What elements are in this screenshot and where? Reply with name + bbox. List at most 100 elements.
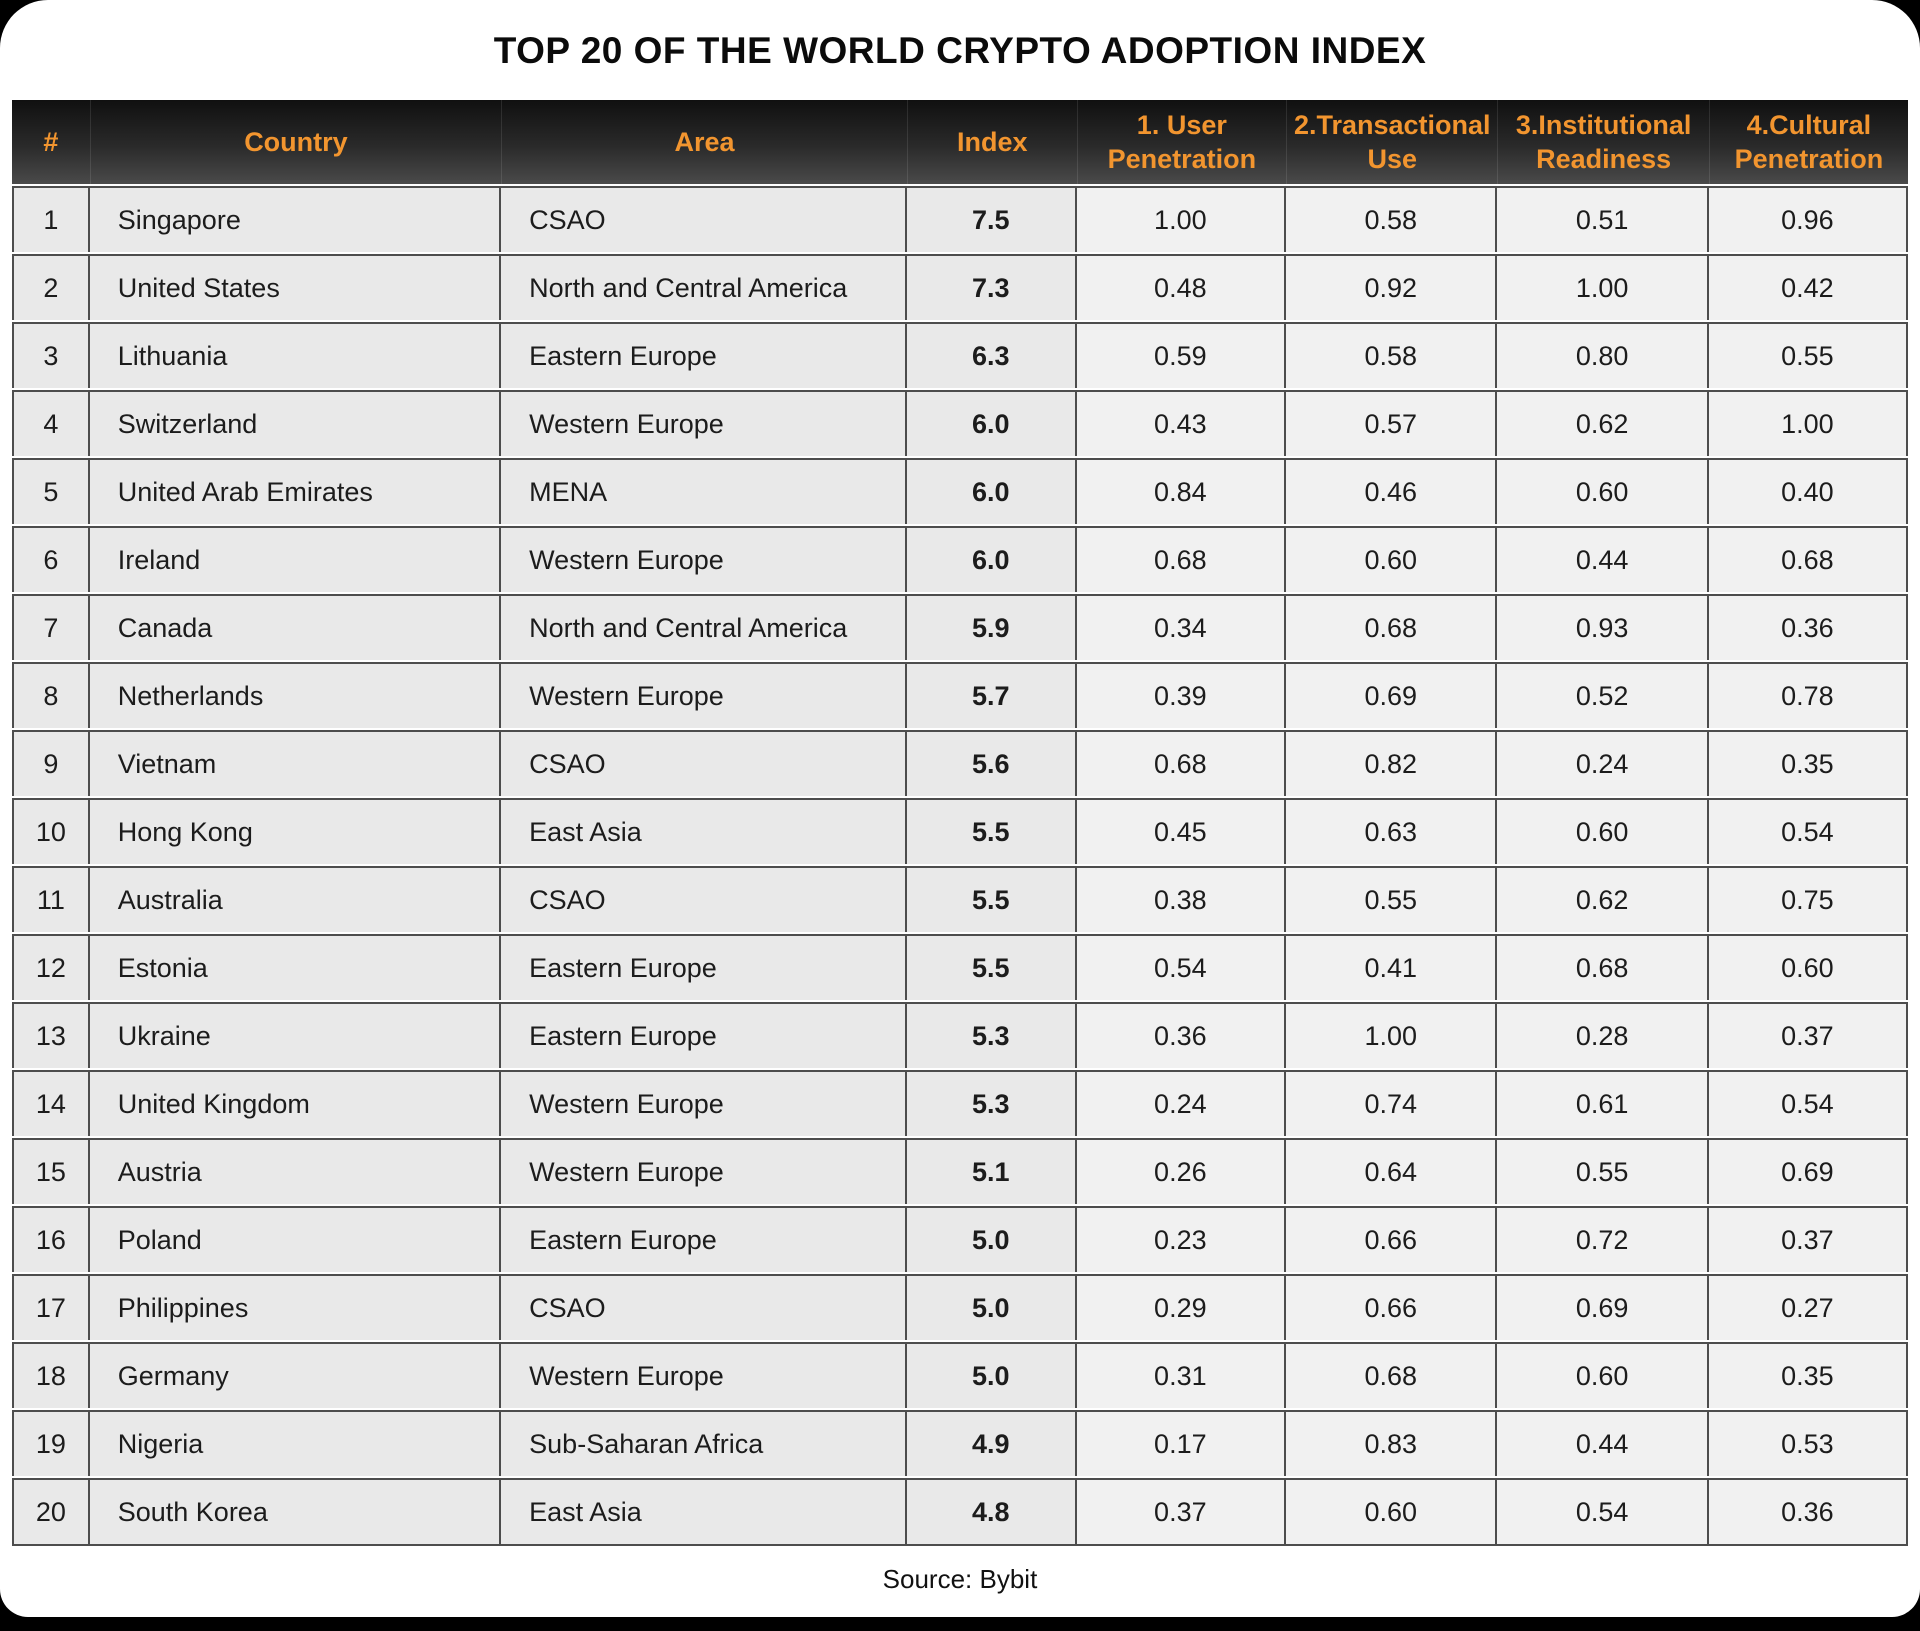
cell-transactional-use: 0.83 [1286, 1410, 1498, 1476]
cell-area: Western Europe [501, 526, 907, 592]
cell-country: Singapore [89, 186, 502, 252]
cell-user-penetration: 0.26 [1076, 1138, 1287, 1204]
cell-cultural-penetration: 0.37 [1708, 1002, 1908, 1068]
cell-transactional-use: 0.60 [1286, 526, 1498, 592]
cell-area: Eastern Europe [501, 934, 907, 1000]
column-header-user-penetration: 1. User Penetration [1076, 100, 1287, 184]
cell-user-penetration: 0.68 [1076, 526, 1287, 592]
cell-user-penetration: 0.37 [1076, 1478, 1287, 1546]
cell-area: East Asia [501, 1478, 907, 1546]
cell-institutional-readiness: 0.72 [1497, 1206, 1709, 1272]
cell-index: 4.8 [906, 1478, 1077, 1546]
cell-institutional-readiness: 0.44 [1497, 1410, 1709, 1476]
cell-transactional-use: 0.66 [1286, 1206, 1498, 1272]
cell-institutional-readiness: 0.68 [1497, 934, 1709, 1000]
table-row: 20 South Korea East Asia 4.8 0.37 0.60 0.54 0.3… [12, 1478, 1908, 1546]
cell-institutional-readiness: 0.54 [1497, 1478, 1709, 1546]
cell-transactional-use: 0.69 [1286, 662, 1498, 728]
cell-rank: 18 [12, 1342, 90, 1408]
cell-transactional-use: 0.68 [1286, 594, 1498, 660]
cell-institutional-readiness: 0.60 [1497, 458, 1709, 524]
cell-country: Poland [89, 1206, 502, 1272]
table-row: 16 Poland Eastern Europe 5.0 0.23 0.66 0.72 0.3… [12, 1206, 1908, 1272]
cell-index: 4.9 [906, 1410, 1077, 1476]
cell-rank: 10 [12, 798, 90, 864]
cell-index: 5.3 [906, 1070, 1077, 1136]
cell-user-penetration: 0.59 [1076, 322, 1287, 388]
table-row: 13 Ukraine Eastern Europe 5.3 0.36 1.00 0.28 0.… [12, 1002, 1908, 1068]
cell-cultural-penetration: 0.69 [1708, 1138, 1908, 1204]
cell-cultural-penetration: 0.75 [1708, 866, 1908, 932]
cell-country: Australia [89, 866, 502, 932]
cell-area: Western Europe [501, 1342, 907, 1408]
cell-rank: 17 [12, 1274, 90, 1340]
cell-index: 6.0 [906, 458, 1077, 524]
cell-user-penetration: 0.54 [1076, 934, 1287, 1000]
cell-area: Eastern Europe [501, 1206, 907, 1272]
cell-transactional-use: 0.46 [1286, 458, 1498, 524]
cell-rank: 3 [12, 322, 90, 388]
cell-area: CSAO [501, 866, 907, 932]
column-header-area: Area [501, 100, 907, 184]
cell-institutional-readiness: 0.52 [1497, 662, 1709, 728]
cell-country: Vietnam [89, 730, 502, 796]
cell-area: Western Europe [501, 662, 907, 728]
cell-institutional-readiness: 0.69 [1497, 1274, 1709, 1340]
cell-cultural-penetration: 0.27 [1708, 1274, 1908, 1340]
cell-cultural-penetration: 0.36 [1708, 1478, 1908, 1546]
cell-rank: 2 [12, 254, 90, 320]
cell-area: CSAO [501, 730, 907, 796]
cell-area: Western Europe [501, 1138, 907, 1204]
table-row: 1 Singapore CSAO 7.5 1.00 0.58 0.51 0.96 [12, 186, 1908, 252]
cell-index: 5.3 [906, 1002, 1077, 1068]
cell-transactional-use: 0.60 [1286, 1478, 1498, 1546]
cell-cultural-penetration: 0.37 [1708, 1206, 1908, 1272]
cell-institutional-readiness: 0.60 [1497, 1342, 1709, 1408]
cell-institutional-readiness: 0.55 [1497, 1138, 1709, 1204]
cell-transactional-use: 0.63 [1286, 798, 1498, 864]
table-row: 5 United Arab Emirates MENA 6.0 0.84 0.46 0.60… [12, 458, 1908, 524]
cell-transactional-use: 0.41 [1286, 934, 1498, 1000]
cell-rank: 6 [12, 526, 90, 592]
cell-area: North and Central America [501, 594, 907, 660]
column-header-index: Index [906, 100, 1077, 184]
cell-transactional-use: 0.58 [1286, 322, 1498, 388]
cell-user-penetration: 0.31 [1076, 1342, 1287, 1408]
cell-user-penetration: 1.00 [1076, 186, 1287, 252]
cell-index: 5.7 [906, 662, 1077, 728]
table-row: 6 Ireland Western Europe 6.0 0.68 0.60 0.44 0.6… [12, 526, 1908, 592]
cell-transactional-use: 0.57 [1286, 390, 1498, 456]
cell-institutional-readiness: 1.00 [1497, 254, 1709, 320]
cell-rank: 8 [12, 662, 90, 728]
cell-transactional-use: 0.74 [1286, 1070, 1498, 1136]
cell-cultural-penetration: 0.78 [1708, 662, 1908, 728]
cell-country: Hong Kong [89, 798, 502, 864]
table-row: 10 Hong Kong East Asia 5.5 0.45 0.63 0.60 0.54 [12, 798, 1908, 864]
cell-rank: 7 [12, 594, 90, 660]
cell-index: 7.5 [906, 186, 1077, 252]
cell-rank: 9 [12, 730, 90, 796]
cell-user-penetration: 0.84 [1076, 458, 1287, 524]
cell-transactional-use: 0.58 [1286, 186, 1498, 252]
cell-transactional-use: 0.64 [1286, 1138, 1498, 1204]
cell-index: 5.0 [906, 1274, 1077, 1340]
cell-transactional-use: 0.68 [1286, 1342, 1498, 1408]
cell-user-penetration: 0.48 [1076, 254, 1287, 320]
cell-area: East Asia [501, 798, 907, 864]
cell-area: Western Europe [501, 390, 907, 456]
cell-institutional-readiness: 0.93 [1497, 594, 1709, 660]
cell-user-penetration: 0.45 [1076, 798, 1287, 864]
cell-country: Austria [89, 1138, 502, 1204]
cell-area: North and Central America [501, 254, 907, 320]
cell-index: 5.5 [906, 866, 1077, 932]
cell-index: 6.3 [906, 322, 1077, 388]
cell-country: United Kingdom [89, 1070, 502, 1136]
cell-country: Estonia [89, 934, 502, 1000]
cell-index: 5.0 [906, 1342, 1077, 1408]
cell-country: Ireland [89, 526, 502, 592]
cell-institutional-readiness: 0.61 [1497, 1070, 1709, 1136]
table-row: 3 Lithuania Eastern Europe 6.3 0.59 0.58 0.80 0… [12, 322, 1908, 388]
cell-country: Nigeria [89, 1410, 502, 1476]
cell-index: 5.1 [906, 1138, 1077, 1204]
